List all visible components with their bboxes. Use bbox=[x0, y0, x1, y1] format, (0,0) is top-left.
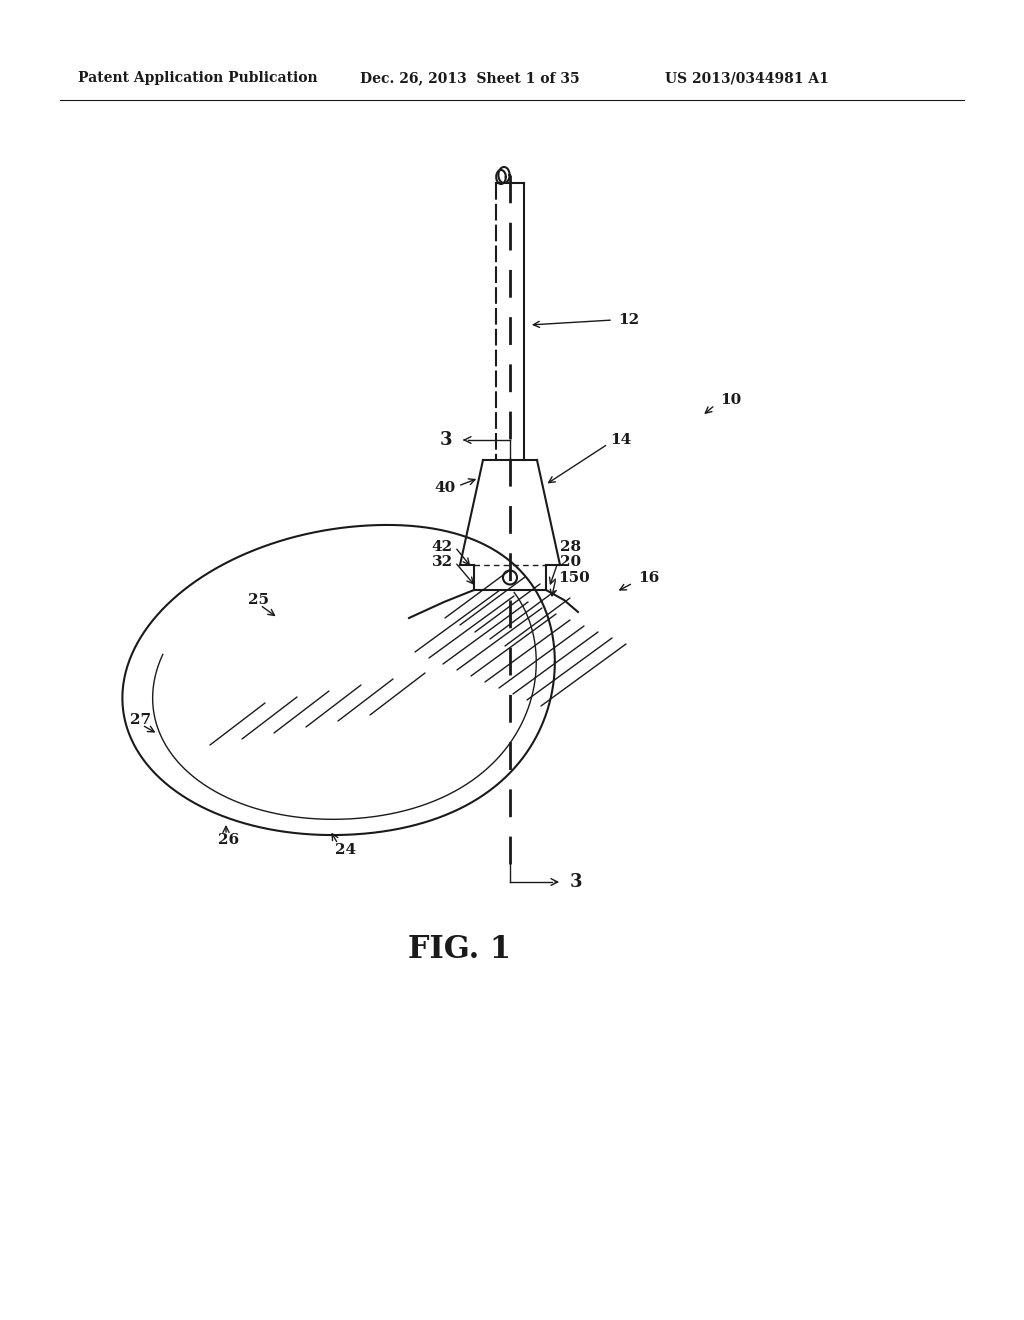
Text: 40: 40 bbox=[435, 480, 456, 495]
Text: 150: 150 bbox=[558, 572, 590, 585]
Text: 3: 3 bbox=[569, 873, 583, 891]
Text: 12: 12 bbox=[618, 313, 639, 327]
Text: FIG. 1: FIG. 1 bbox=[409, 935, 512, 965]
Text: 25: 25 bbox=[248, 593, 269, 607]
Text: Patent Application Publication: Patent Application Publication bbox=[78, 71, 317, 84]
Text: US 2013/0344981 A1: US 2013/0344981 A1 bbox=[665, 71, 828, 84]
Text: 42: 42 bbox=[432, 540, 453, 554]
Text: 14: 14 bbox=[610, 433, 631, 447]
Text: 16: 16 bbox=[638, 572, 659, 585]
Text: 24: 24 bbox=[335, 843, 356, 857]
Text: 28: 28 bbox=[560, 540, 582, 554]
Text: 10: 10 bbox=[720, 393, 741, 407]
Text: 20: 20 bbox=[560, 554, 582, 569]
Text: Dec. 26, 2013  Sheet 1 of 35: Dec. 26, 2013 Sheet 1 of 35 bbox=[360, 71, 580, 84]
Text: 27: 27 bbox=[130, 713, 152, 727]
Text: 26: 26 bbox=[218, 833, 240, 847]
Text: 3: 3 bbox=[439, 432, 453, 449]
Text: 32: 32 bbox=[432, 554, 453, 569]
